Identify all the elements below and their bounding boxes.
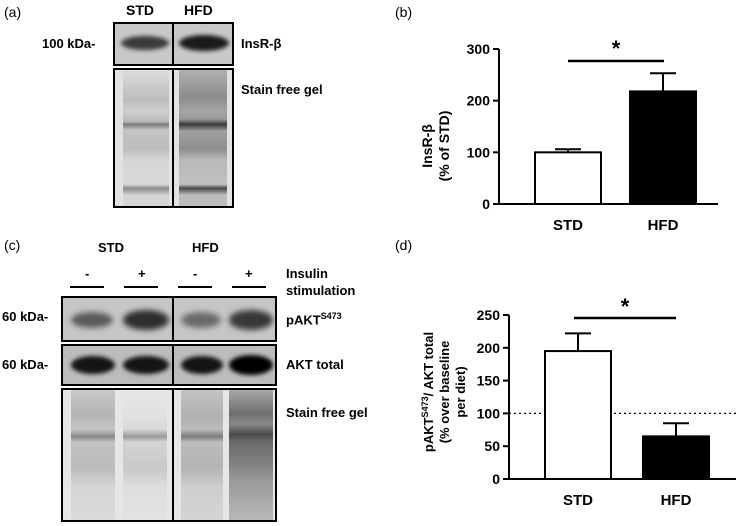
chart-b-ytick-label-0: 0 [482, 196, 490, 212]
chart-d-ylabel-2: (% over baseline [437, 341, 452, 444]
panel-d-label: (d) [395, 237, 413, 253]
chart-d-bar-hfd [642, 435, 710, 480]
panel-a-label: (a) [4, 4, 22, 20]
panel-c-label: (c) [4, 237, 21, 253]
sign-underline-4 [232, 286, 266, 288]
panel-a-hfd-header: HFD [184, 2, 213, 18]
chart-b-xlabel-std: STD [553, 217, 583, 234]
chart-b-ytick-label-3: 300 [467, 41, 491, 57]
pakt-band-2 [123, 310, 169, 330]
sign-underline-2 [124, 286, 158, 288]
stain-gel-divider [172, 70, 174, 206]
pakt-marker: 60 kDa- [2, 309, 49, 324]
panel-c-std-header: STD [98, 240, 124, 255]
panel-a-stain-gel [113, 68, 234, 208]
insr-blot-divider [172, 24, 174, 64]
insulin-label-1: Insulin [286, 266, 328, 281]
chart-d-ylabel-1b: / AKT total [421, 332, 436, 397]
pakt-band-1 [71, 312, 113, 328]
chart-b-ytick-label-1: 100 [467, 144, 491, 160]
chart-d-ytick-label-4: 200 [477, 340, 501, 356]
sign-3: - [193, 266, 198, 281]
chart-d-bar-std [544, 350, 612, 480]
sign-underline-1 [70, 286, 104, 288]
akt-blot [61, 344, 277, 386]
c-stain-lane-1 [71, 390, 115, 520]
insulin-label-2: stimulation [286, 283, 356, 298]
insr-band-hfd [179, 35, 229, 51]
akt-band-1 [71, 356, 115, 374]
sign-underline-3 [178, 286, 212, 288]
sign-4: + [245, 266, 253, 281]
c-stain-lane-4 [229, 390, 273, 520]
akt-blot-divider [172, 346, 174, 384]
akt-band-2 [123, 356, 169, 374]
akt-band-3 [181, 356, 223, 374]
c-stain-lane-3 [181, 390, 223, 520]
stain-lane-std [123, 70, 169, 206]
c-stain-divider [172, 390, 174, 520]
panel-c-hfd-header: HFD [192, 240, 219, 255]
pakt-band-3 [181, 312, 221, 328]
chart-b-ylabel-1: InsR-β [419, 124, 435, 168]
pakt-label-text: pAKT [286, 312, 321, 328]
chart-b-bars: STD HFD [534, 72, 697, 234]
chart-d-ytick-label-1: 50 [484, 438, 500, 454]
sign-1: - [85, 266, 90, 281]
chart-d-ytick-label-0: 0 [492, 471, 500, 487]
c-stain-lane-2 [123, 390, 167, 520]
insr-blot [113, 22, 234, 66]
chart-d-bars: STD HFD [544, 332, 710, 509]
panel-c-stain-gel [61, 388, 277, 522]
chart-b-ytick-label-2: 200 [467, 93, 491, 109]
pakt-label-sup: S473 [320, 311, 342, 321]
chart-d-ytick-label-2: 100 [477, 405, 501, 421]
pakt-label: pAKTS473 [286, 311, 342, 327]
akt-band-4 [229, 355, 273, 375]
chart-d-xlabel-std: STD [563, 492, 593, 509]
chart-b-bar-hfd [629, 90, 697, 205]
chart-d-sig-star: * [621, 294, 630, 319]
akt-label: AKT total [286, 357, 344, 372]
pakt-blot [61, 296, 277, 342]
chart-d: 0 50 100 150 200 250 STD HFD * pAKTS473/ AKT t… [420, 294, 736, 509]
sign-2: + [138, 266, 146, 281]
chart-d-xlabel-hfd: HFD [661, 492, 692, 509]
panel-a-std-header: STD [126, 2, 154, 18]
chart-b-bar-std [534, 151, 602, 205]
panel-c-stain-label: Stain free gel [286, 405, 368, 420]
akt-marker: 60 kDa- [2, 357, 49, 372]
chart-d-ylabel-1a: pAKT [421, 417, 436, 452]
chart-d-ylabel-1: pAKTS473/ AKT total [420, 332, 436, 452]
chart-d-ylabel-3: per diet) [453, 366, 468, 417]
chart-d-ylabel-1sup: S473 [420, 396, 430, 417]
chart-d-ytick-label-5: 250 [477, 307, 501, 323]
panel-a-stain-label: Stain free gel [241, 82, 323, 97]
pakt-blot-divider [172, 298, 174, 340]
panel-b-label: (b) [395, 4, 413, 20]
insr-blot-label: InsR-β [241, 36, 282, 51]
panel-a-marker: 100 kDa- [42, 36, 96, 51]
insr-band-std [121, 36, 169, 50]
chart-b-xlabel-hfd: HFD [648, 217, 679, 234]
pakt-band-4 [229, 310, 273, 330]
chart-b-ylabel-2: (% of STD) [436, 111, 452, 182]
stain-lane-hfd [179, 70, 227, 206]
chart-d-ytick-label-3: 150 [477, 373, 501, 389]
chart-b-sig-star: * [612, 36, 621, 61]
chart-b: 0 100 200 300 STD HFD * InsR-β (% of STD) [419, 36, 718, 234]
